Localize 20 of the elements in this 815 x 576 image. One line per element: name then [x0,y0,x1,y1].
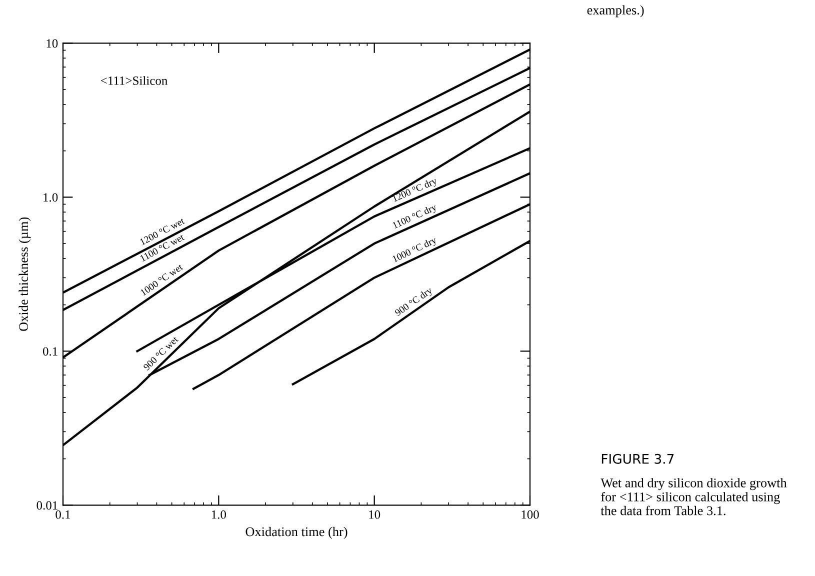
text: examples.) [587,5,644,18]
text: 1000 °C wet [140,263,184,296]
caption: FIGURE 3.7 [602,454,674,464]
y-tick-label: 10 [46,39,58,48]
text: 900 °C dry [394,286,434,318]
text: 1000 °C dry [392,236,438,264]
x-tick-label: 0.1 [56,510,70,519]
x-tick-label: 1.0 [212,510,226,519]
annotation: <111>Silicon [100,76,168,85]
text: Wet and dry silicon dioxide growth for <111> silicon calculated using the data from Table 3.1. [600,478,787,516]
y-tick-label: 0.01 [36,501,58,510]
x-tick-label: 100 [522,510,539,519]
y-axis-title: Oxide thickness (µm) [18,217,31,331]
x-tick-label: 10 [369,510,380,519]
text: 1200 °C dry [392,176,438,204]
y-tick-label: 0.1 [42,347,58,356]
y-tick-label: 1.0 [44,193,58,202]
text: 900 °C wet [142,336,179,371]
x-axis-title: Oxidation time (hr) [246,526,348,539]
text: 1100 °C dry [392,203,438,230]
